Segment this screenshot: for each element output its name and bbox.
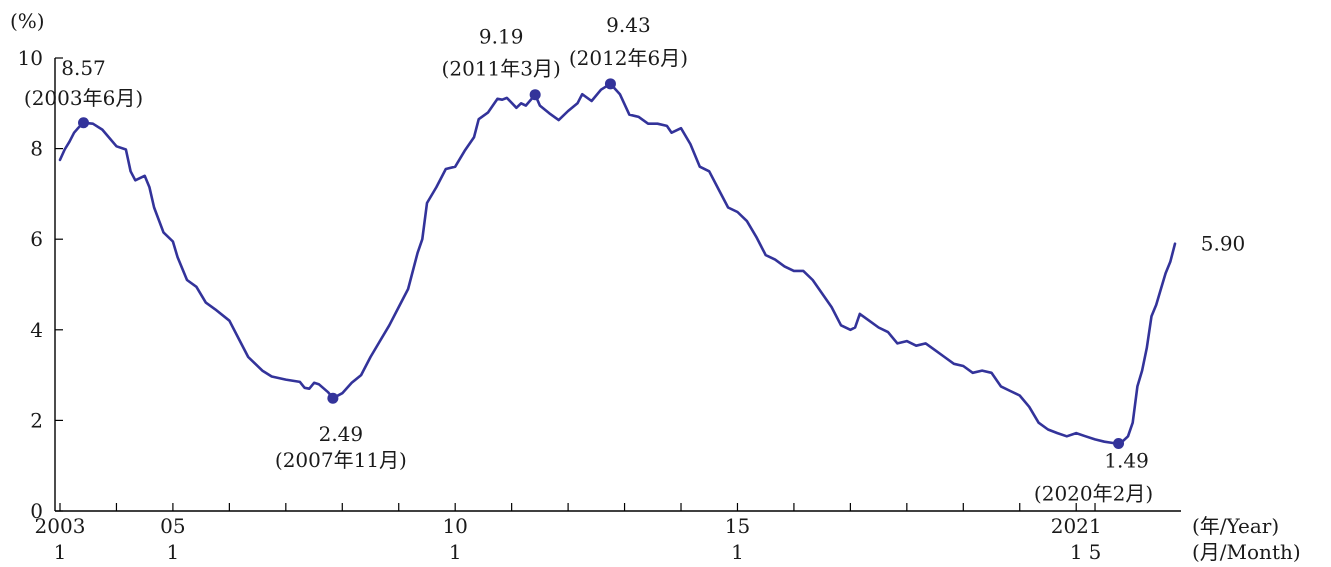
series-group bbox=[60, 84, 1175, 444]
annotations-group: 8.57 (2003年6月) 2.49(2007年11月) 9.19 (2011年3月)… bbox=[24, 13, 1245, 506]
x-tick-year-label: 2021 bbox=[1051, 514, 1102, 538]
x-unit-year-label: (年/Year) bbox=[1192, 514, 1279, 538]
x-tick-month-label: 1 bbox=[167, 540, 180, 564]
annotation-point bbox=[530, 89, 541, 100]
annotation-value: 5.90 bbox=[1201, 232, 1246, 256]
x-tick-month-label: 1 bbox=[1070, 540, 1083, 564]
y-unit-label: (%) bbox=[10, 9, 45, 33]
annotation-point bbox=[78, 117, 89, 128]
y-tick-label: 10 bbox=[18, 46, 43, 70]
x-tick-year-label: 05 bbox=[160, 514, 185, 538]
annotation-value: 9.19 bbox=[479, 25, 524, 49]
annotation-date: (2020年2月) bbox=[1034, 482, 1153, 506]
annotation-point bbox=[1113, 438, 1124, 449]
x-tick-month-label: 1 bbox=[54, 540, 67, 564]
annotation-date: (2003年6月) bbox=[24, 86, 143, 110]
annotation-value: 2.49 bbox=[319, 422, 364, 446]
annotation-point bbox=[605, 78, 616, 89]
y-tick-label: 6 bbox=[30, 227, 43, 251]
x-tick-month-label: 5 bbox=[1089, 540, 1102, 564]
y-tick-label: 4 bbox=[30, 318, 43, 342]
annotation-date: (2007年11月) bbox=[275, 448, 407, 472]
y-tick-label: 8 bbox=[30, 137, 43, 161]
x-tick-year-label: 10 bbox=[442, 514, 467, 538]
annotation-value: 8.57 bbox=[61, 56, 106, 80]
series-line bbox=[60, 84, 1175, 444]
x-tick-year-label: 2003 bbox=[35, 514, 86, 538]
annotation-value: 9.43 bbox=[606, 13, 651, 37]
annotation-point bbox=[327, 393, 338, 404]
annotation-date: (2011年3月) bbox=[442, 57, 561, 81]
annotation-date: (2012年6月) bbox=[569, 46, 688, 70]
x-tick-month-label: 1 bbox=[731, 540, 744, 564]
y-tick-label: 2 bbox=[30, 408, 43, 432]
x-unit-month-label: (月/Month) bbox=[1192, 540, 1301, 564]
annotation-value: 1.49 bbox=[1104, 449, 1149, 473]
x-tick-year-label: 15 bbox=[725, 514, 750, 538]
x-tick-month-label: 1 bbox=[449, 540, 462, 564]
